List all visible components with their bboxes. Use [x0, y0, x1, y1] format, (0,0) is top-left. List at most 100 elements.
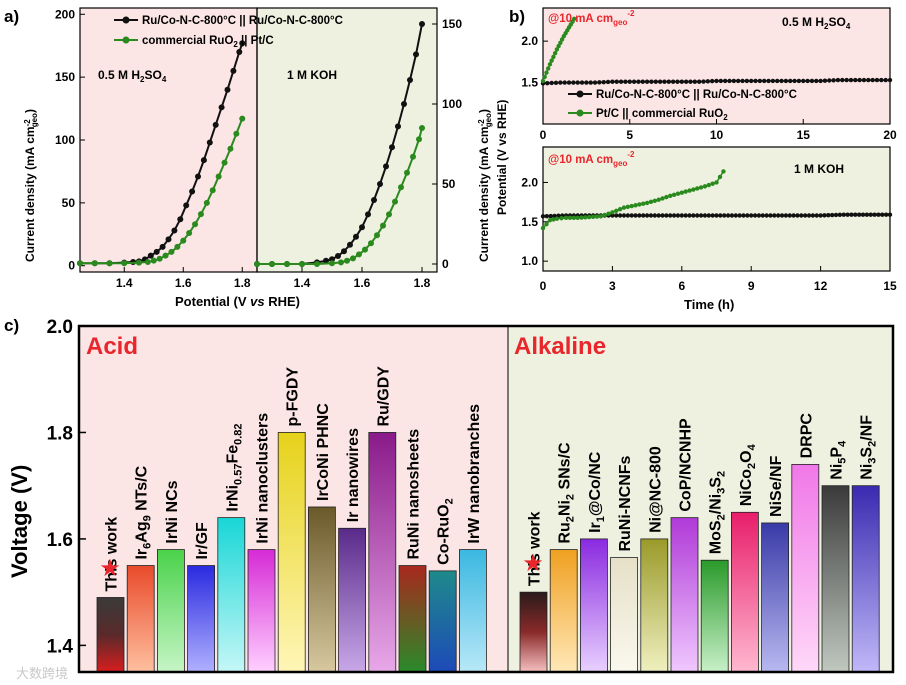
x-tick-label: 1.4 — [294, 276, 311, 290]
data-point — [683, 79, 689, 84]
legend-marker-green — [122, 36, 130, 44]
data-point — [698, 185, 704, 190]
data-point — [829, 212, 835, 218]
data-point — [629, 203, 634, 209]
data-point — [801, 78, 806, 84]
data-point — [395, 123, 401, 130]
data-point — [233, 130, 240, 137]
data-point — [549, 58, 554, 63]
data-point — [696, 79, 702, 84]
data-point — [840, 77, 845, 83]
data-point — [419, 125, 425, 131]
bar-label: IrNi0.57Fe0.82 — [224, 423, 244, 511]
data-point — [805, 78, 810, 84]
data-point — [338, 259, 344, 266]
y-tick-label: 1.6 — [47, 530, 73, 551]
data-point — [224, 86, 231, 93]
data-point — [189, 188, 196, 195]
data-point — [77, 260, 83, 267]
data-point — [652, 213, 658, 218]
star-icon: ★ — [99, 555, 121, 582]
data-point — [641, 201, 646, 206]
data-point — [621, 213, 627, 218]
data-point — [796, 78, 802, 84]
data-point — [419, 21, 425, 27]
data-point — [544, 221, 549, 227]
data-point — [610, 79, 615, 84]
data-point — [106, 260, 113, 267]
data-point — [171, 227, 178, 234]
y-tick-label: 2.0 — [521, 34, 538, 48]
data-point — [618, 79, 624, 84]
data-point — [206, 139, 213, 146]
data-point — [362, 246, 368, 253]
data-point — [791, 213, 796, 218]
bar-label: p-FGDY — [285, 367, 302, 427]
data-point — [775, 213, 781, 218]
data-point — [668, 193, 673, 199]
panel-b: b) 1.5 2.0 0 5 10 15 20 1.0 1.5 2.0 0 3 6 9 12 15 @10 … — [495, 7, 897, 312]
data-point — [702, 184, 708, 189]
data-point — [779, 213, 785, 218]
data-point — [284, 261, 290, 267]
data-point — [174, 243, 181, 250]
bar — [277, 432, 306, 673]
data-point — [344, 257, 350, 264]
data-point — [687, 188, 692, 193]
x-tick-label: 15 — [797, 128, 811, 142]
y-tick-label: 150 — [55, 70, 75, 84]
panel-b-bottom-note: @10 mA cmgeo-2 — [548, 150, 635, 168]
data-point — [563, 215, 569, 221]
panel-b-ylabel: Potential (V vs RHE) — [495, 100, 509, 215]
data-point — [374, 232, 380, 239]
data-point — [377, 181, 383, 187]
data-point — [848, 77, 854, 83]
data-point — [614, 79, 619, 84]
data-point — [544, 70, 549, 75]
data-point — [575, 215, 580, 221]
y-tick-label: 1.4 — [47, 636, 74, 657]
data-point — [542, 74, 547, 79]
data-point — [827, 78, 832, 83]
legend-marker-black — [122, 16, 130, 24]
data-point — [540, 225, 546, 231]
data-point — [810, 213, 816, 218]
data-point — [546, 66, 551, 71]
data-point — [353, 233, 359, 240]
data-point — [822, 78, 828, 83]
data-point — [799, 213, 804, 218]
data-point — [660, 196, 665, 201]
bar-label: Ir nanowires — [345, 428, 362, 522]
y-tick-label: 0 — [68, 259, 75, 273]
data-point — [614, 213, 619, 218]
data-point — [856, 212, 862, 217]
data-point — [547, 62, 553, 67]
panel-b-xlabel: Time (h) — [684, 297, 734, 312]
data-point — [709, 78, 715, 84]
data-point — [706, 213, 711, 218]
bar — [700, 559, 729, 673]
data-point — [544, 213, 550, 219]
data-point — [768, 213, 773, 218]
data-point — [623, 79, 628, 84]
bar — [791, 463, 820, 673]
data-point — [883, 77, 888, 83]
data-point — [695, 213, 700, 218]
data-point — [725, 213, 731, 218]
data-point — [652, 198, 658, 203]
x-tick-label: 20 — [883, 128, 897, 142]
data-point — [227, 145, 234, 152]
data-point — [861, 77, 867, 83]
data-point — [729, 213, 735, 218]
data-point — [844, 77, 849, 83]
data-point — [745, 213, 750, 218]
panel-c-alkaline-title: Alkaline — [514, 333, 606, 360]
data-point — [714, 78, 719, 84]
data-point — [556, 43, 561, 49]
data-point — [870, 77, 875, 83]
data-point — [740, 78, 745, 84]
y-tick-label: 0 — [442, 257, 449, 271]
data-point — [814, 78, 819, 84]
data-point — [644, 213, 650, 218]
data-point — [386, 211, 392, 218]
